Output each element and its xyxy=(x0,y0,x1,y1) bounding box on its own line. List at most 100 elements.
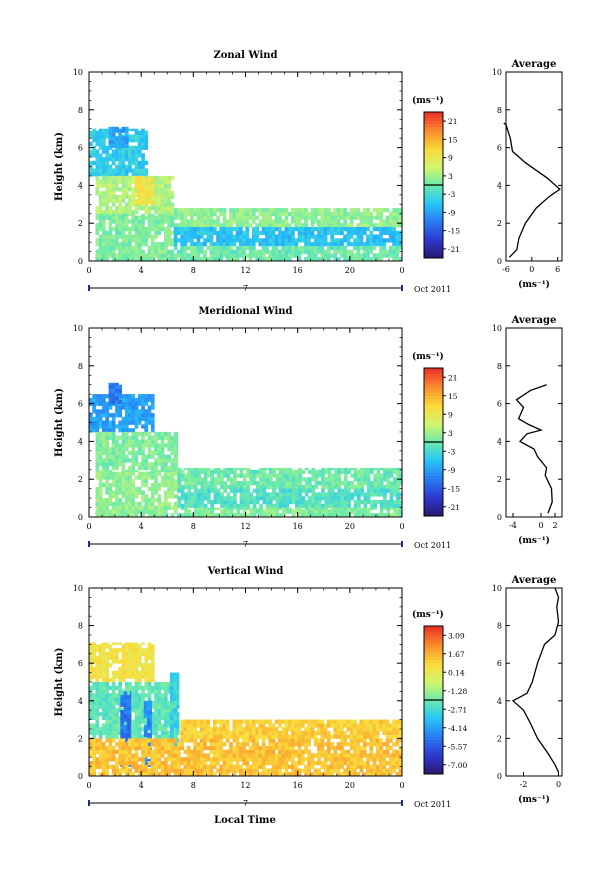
y-tick-label: 0 xyxy=(78,257,83,266)
y-tick-label: 2 xyxy=(78,219,83,228)
colorbar-tick-label: -5.57 xyxy=(448,742,467,751)
date-label: Oct 2011 xyxy=(414,541,451,550)
chart-title: Meridional Wind xyxy=(198,306,292,317)
chart-title: Zonal Wind xyxy=(213,50,277,61)
x-tick-label: 0 xyxy=(86,522,91,531)
profile-y-tick-label: 2 xyxy=(497,219,502,228)
y-tick-label: 4 xyxy=(78,437,83,446)
profile-y-tick-label: 4 xyxy=(497,697,502,706)
x-tick-label: 0 xyxy=(86,266,91,275)
heatmap-block xyxy=(95,213,175,262)
date-label: Oct 2011 xyxy=(414,800,451,809)
colorbar-tick-label: -9 xyxy=(448,466,456,475)
y-tick-label: 6 xyxy=(78,144,83,153)
x-tick-label: 20 xyxy=(345,522,355,531)
x-tick-label: 20 xyxy=(345,266,355,275)
y-tick-label: 10 xyxy=(73,584,83,593)
colorbar-tick-label: -15 xyxy=(448,227,460,236)
profile-x-tick-label: -2 xyxy=(520,780,528,789)
colorbar: (ms⁻¹) 3.09 1.67 0.14 -1.28 -2.71 -4.14 -5.57 -7… xyxy=(412,609,467,775)
profile-y-tick-label: 10 xyxy=(492,68,502,77)
profile-y-tick-label: 6 xyxy=(497,659,502,668)
profile-x-tick-label: 0 xyxy=(538,521,543,530)
x-tick-label: 12 xyxy=(240,522,250,531)
heatmap-block xyxy=(173,208,403,228)
colorbar-tick-label: -21 xyxy=(448,503,460,512)
profile-title: Average xyxy=(511,59,557,70)
profile-y-tick-label: 8 xyxy=(497,362,502,371)
y-axis-label: Height (km) xyxy=(54,648,65,717)
profile-y-tick-label: 8 xyxy=(497,622,502,631)
heatmap-block xyxy=(173,227,403,247)
profile-y-tick-label: 6 xyxy=(497,400,502,409)
profile-x-tick-label: -6 xyxy=(502,265,510,274)
y-tick-label: 4 xyxy=(78,697,83,706)
heatmap-block xyxy=(134,175,155,205)
colorbar-tick-label: 9 xyxy=(448,154,453,163)
y-tick-label: 10 xyxy=(73,324,83,333)
x-tick-label: 16 xyxy=(293,781,303,790)
colorbar-unit: (ms⁻¹) xyxy=(412,351,444,362)
colorbar-tick-label: -3 xyxy=(448,447,456,456)
profile-y-tick-label: 4 xyxy=(497,181,502,190)
colorbar-tick-label: 0.14 xyxy=(448,668,465,677)
profile-y-tick-label: 0 xyxy=(497,257,502,266)
colorbar-tick-label: -15 xyxy=(448,484,460,493)
y-tick-label: 2 xyxy=(78,475,83,484)
profile-y-tick-label: 2 xyxy=(497,734,502,743)
heatmap-block xyxy=(177,467,403,490)
y-tick-label: 8 xyxy=(78,362,83,371)
y-tick-label: 0 xyxy=(78,513,83,522)
profile-line xyxy=(503,122,561,258)
colorbar-tick-label: 21 xyxy=(448,373,458,382)
x-tick-label: 0 xyxy=(399,781,404,790)
colorbar-tick-label: 3.09 xyxy=(448,631,465,640)
x-tick-label: 0 xyxy=(399,522,404,531)
y-tick-label: 10 xyxy=(73,68,83,77)
colorbar-tick-label: 1.67 xyxy=(448,650,465,659)
profile-title: Average xyxy=(511,315,557,326)
profile-x-label: (ms⁻¹) xyxy=(518,535,550,546)
colorbar-tick-label: 9 xyxy=(448,410,453,419)
colorbar-tick-label: -9 xyxy=(448,208,456,217)
colorbar-tick-label: -4.14 xyxy=(448,724,467,733)
profile-x-label: (ms⁻¹) xyxy=(518,794,550,805)
profile-x-tick-label: -4 xyxy=(509,521,517,530)
profile-x-label: (ms⁻¹) xyxy=(518,279,550,290)
x-tick-label: 16 xyxy=(293,266,303,275)
x-tick-label: 4 xyxy=(139,266,144,275)
colorbar-unit: (ms⁻¹) xyxy=(412,95,444,106)
heatmap-block xyxy=(177,488,403,508)
x-tick-label: 4 xyxy=(139,781,144,790)
heatmap-cells xyxy=(89,642,403,777)
profile-y-tick-label: 2 xyxy=(497,475,502,484)
x-axis-label-local-time: Local Time xyxy=(214,815,276,826)
heatmap-block xyxy=(89,682,179,739)
colorbar-unit: (ms⁻¹) xyxy=(412,609,444,620)
y-tick-label: 0 xyxy=(78,772,83,781)
profile-title: Average xyxy=(511,575,557,586)
y-axis-label: Height (km) xyxy=(54,132,65,201)
x-tick-label: 8 xyxy=(191,266,196,275)
x-tick-label: 0 xyxy=(399,266,404,275)
x-tick-label: 8 xyxy=(191,522,196,531)
x-tick-label: 4 xyxy=(139,522,144,531)
colorbar: (ms⁻¹) 21 15 9 3 -3 -9 -15 -21 xyxy=(412,351,460,517)
heatmap-block xyxy=(177,507,403,518)
colorbar: (ms⁻¹) 21 15 9 3 -3 -9 -15 -21 xyxy=(412,95,460,259)
heatmap-block xyxy=(108,126,129,148)
heatmap-block xyxy=(95,431,179,471)
colorbar-tick-label: 3 xyxy=(448,172,453,181)
y-tick-label: 4 xyxy=(78,181,83,190)
profile-line xyxy=(515,384,553,514)
heatmap-block xyxy=(89,738,403,777)
x-tick-label: 12 xyxy=(240,781,250,790)
chart-title: Vertical Wind xyxy=(207,566,284,577)
heatmap-cells xyxy=(89,126,403,262)
profile-x-tick-label: 2 xyxy=(552,521,557,530)
colorbar-tick-label: 15 xyxy=(448,392,458,401)
y-tick-label: 2 xyxy=(78,734,83,743)
heatmap-block xyxy=(95,469,179,518)
